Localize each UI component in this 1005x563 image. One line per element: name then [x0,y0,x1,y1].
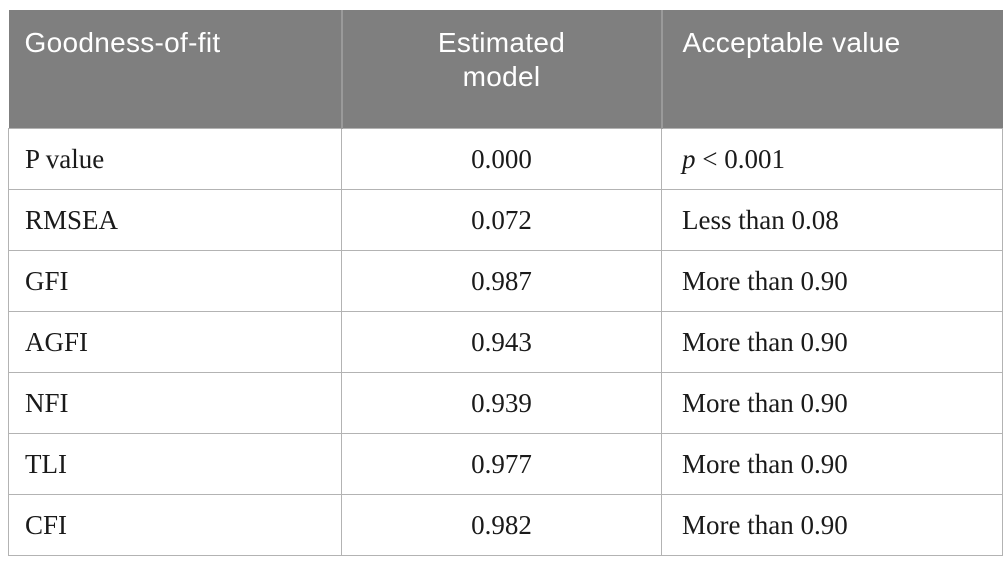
table-row-gfi: GFI 0.987 More than 0.90 [8,250,1003,312]
estimated-cell: 0.987 [341,250,662,312]
acceptable-italic-p: p [682,143,696,174]
acceptable-text: More than 0.90 [682,387,848,418]
metric-cell: CFI [8,494,342,556]
table-row-tli: TLI 0.977 More than 0.90 [8,433,1003,495]
table-body: P value 0.000 p < 0.001 RMSEA 0.072 Less… [8,128,1003,556]
acceptable-cell: More than 0.90 [661,250,1003,312]
header-estimated-model-label: Estimated model [437,27,566,92]
goodness-of-fit-table: Goodness-of-fit Estimated model Acceptab… [8,10,1003,556]
table-row-p-value: P value 0.000 p < 0.001 [8,128,1003,190]
acceptable-cell: p < 0.001 [661,128,1003,190]
acceptable-cell: More than 0.90 [661,372,1003,434]
estimated-cell: 0.072 [341,189,662,251]
acceptable-cell: More than 0.90 [661,311,1003,373]
estimated-cell: 0.939 [341,372,662,434]
table-row-agfi: AGFI 0.943 More than 0.90 [8,311,1003,373]
acceptable-text: More than 0.90 [682,509,848,540]
estimated-cell: 0.977 [341,433,662,495]
metric-cell: NFI [8,372,342,434]
metric-cell: TLI [8,433,342,495]
header-goodness-of-fit-label: Goodness-of-fit [24,27,221,58]
estimated-cell: 0.982 [341,494,662,556]
estimated-cell: 0.000 [341,128,662,190]
acceptable-cell: Less than 0.08 [661,189,1003,251]
header-acceptable-value-label: Acceptable value [682,27,901,58]
table-container: Goodness-of-fit Estimated model Acceptab… [8,10,1003,556]
table-row-cfi: CFI 0.982 More than 0.90 [8,494,1003,556]
acceptable-text: Less than 0.08 [682,204,839,235]
acceptable-text: More than 0.90 [682,326,848,357]
metric-cell: GFI [8,250,342,312]
table-header: Goodness-of-fit Estimated model Acceptab… [8,10,1003,129]
table-row-rmsea: RMSEA 0.072 Less than 0.08 [8,189,1003,251]
table-row-nfi: NFI 0.939 More than 0.90 [8,372,1003,434]
acceptable-text: More than 0.90 [682,448,848,479]
metric-cell: RMSEA [8,189,342,251]
acceptable-text: < 0.001 [695,143,785,174]
estimated-cell: 0.943 [341,311,662,373]
acceptable-cell: More than 0.90 [661,494,1003,556]
acceptable-cell: More than 0.90 [661,433,1003,495]
metric-cell: AGFI [8,311,342,373]
acceptable-text: More than 0.90 [682,265,848,296]
header-estimated-model: Estimated model [340,10,662,129]
header-goodness-of-fit: Goodness-of-fit [8,10,342,129]
header-acceptable-value: Acceptable value [660,10,1003,129]
metric-cell: P value [8,128,342,190]
header-row: Goodness-of-fit Estimated model Acceptab… [8,10,1003,129]
